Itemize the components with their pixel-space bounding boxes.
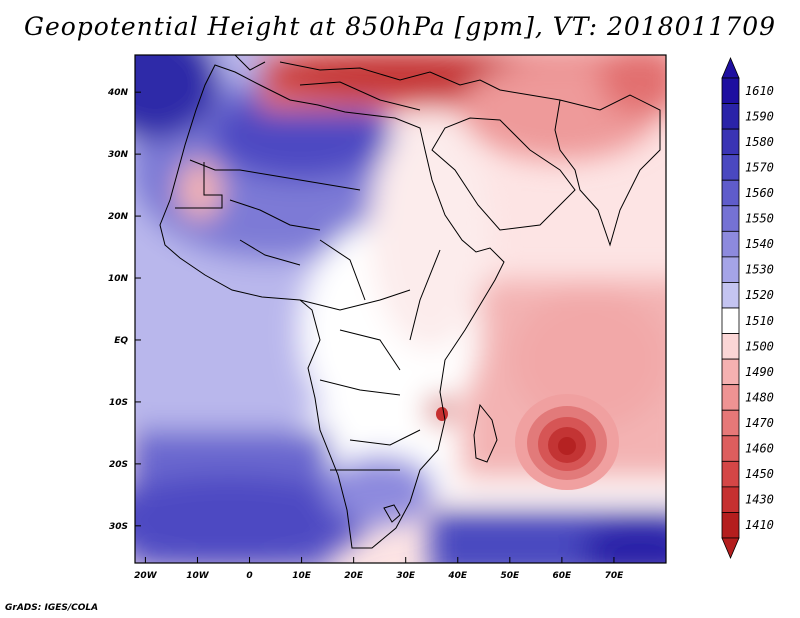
lon-tick-label: 10E (292, 571, 312, 581)
colorbar-bottom-arrow (721, 537, 740, 560)
lon-tick-label: 50E (500, 571, 520, 581)
lon-tick-label: 60E (553, 571, 573, 581)
lat-tick-label: 10S (109, 398, 128, 408)
lat-tick-label: 20S (109, 460, 128, 470)
coastlines (159, 55, 661, 549)
colorbar-label: 1560 (745, 186, 774, 200)
lon-tick-label: 40E (447, 571, 468, 581)
geopotential-height-field (135, 55, 666, 563)
colorbar-label: 1590 (745, 109, 774, 123)
colorbar-label: 1550 (745, 212, 774, 226)
colorbar-swatch (721, 460, 740, 488)
lon-tick-label: 20W (134, 571, 158, 581)
colorbar-label: 1460 (745, 442, 774, 456)
colorbar-label: 1480 (745, 390, 774, 404)
colorbar-swatch (721, 358, 740, 386)
lat-tick-label: 40N (107, 88, 129, 98)
lon-tick-label: 70E (605, 571, 625, 581)
lon-tick-label: 0 (246, 571, 252, 581)
colorbar-label: 1500 (745, 339, 774, 353)
colorbar-label: 1490 (745, 365, 774, 379)
colorbar-label: 1510 (745, 314, 774, 328)
colorbar-swatch (721, 230, 740, 258)
plot-frame (134, 54, 667, 564)
colorbar-swatch (721, 486, 740, 513)
lat-tick-label: 30S (109, 522, 128, 532)
colorbar: 1610 1590 1580 1570 1560 1550 1540 1530 1520 1510… (721, 56, 774, 560)
colorbar-swatch (721, 512, 740, 539)
lon-tick-label: 20E (344, 571, 364, 581)
colorbar-label: 1570 (745, 160, 774, 174)
lat-tick-label: 30N (108, 150, 129, 160)
colorbar-swatch (721, 77, 740, 104)
colorbar-label: 1530 (745, 263, 774, 277)
colorbar-swatch (721, 154, 740, 181)
colorbar-label: 1540 (745, 237, 774, 251)
colorbar-swatch (721, 256, 740, 283)
colorbar-label: 1520 (745, 288, 774, 302)
colorbar-swatch (721, 307, 740, 334)
lon-tick-label: 10W (186, 571, 210, 581)
lon-tick-label: 30E (396, 571, 416, 581)
colorbar-label: 1450 (745, 467, 774, 481)
lat-tick-label: 10N (108, 274, 129, 284)
colorbar-label: 1470 (745, 416, 774, 430)
colorbar-swatch (721, 333, 740, 360)
colorbar-swatch (721, 205, 740, 232)
lat-tick-label: 20N (108, 212, 129, 222)
colorbar-swatch (721, 103, 740, 130)
colorbar-swatch (721, 128, 740, 156)
colorbar-swatch (721, 384, 740, 411)
colorbar-swatch (721, 282, 740, 309)
colorbar-label: 1430 (745, 493, 774, 507)
grads-credit: GrADS: IGES/COLA (5, 603, 99, 613)
colorbar-swatch (721, 435, 740, 462)
lat-tick-label: EQ (114, 336, 128, 346)
colorbar-label: 1410 (745, 518, 774, 532)
colorbar-swatch (721, 179, 740, 207)
map-title: Geopotential Height at 850hPa [gpm], VT:… (23, 12, 777, 41)
colorbar-swatch (721, 409, 740, 437)
colorbar-label: 1610 (745, 84, 774, 98)
colorbar-label: 1580 (745, 135, 774, 149)
colorbar-top-arrow (721, 56, 740, 79)
axis-ticks: 40N 30N 20N 10N EQ 10S 20S 30S 20W 10W 0 10E 20E 30E 4… (107, 88, 624, 581)
